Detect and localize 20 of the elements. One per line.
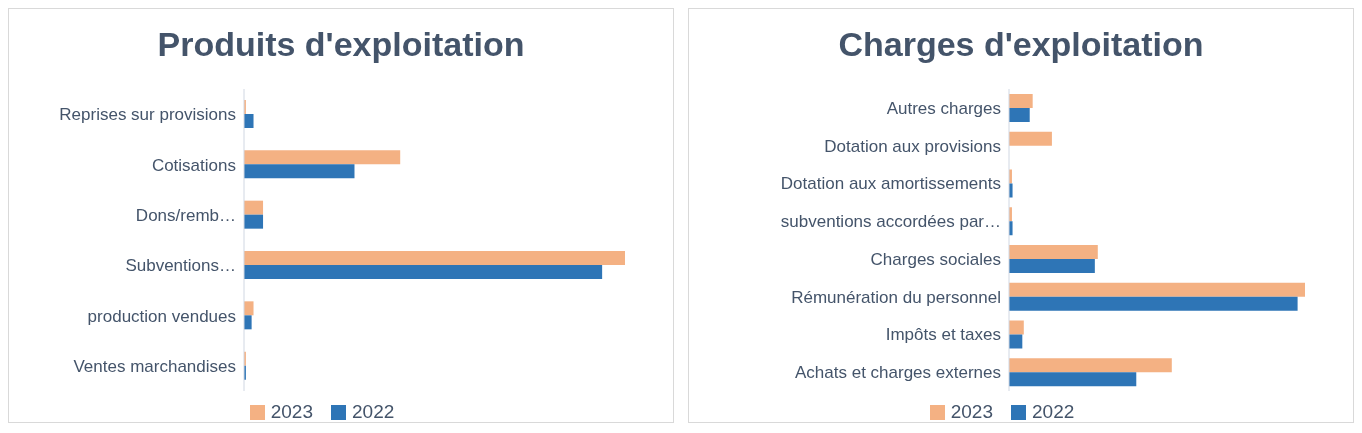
y-tick-label: Achats et charges externes: [794, 363, 1001, 383]
y-tick-label: production vendues: [87, 306, 236, 326]
legend-label: 2023: [269, 401, 313, 423]
y-tick-label: Dotation aux provisions: [824, 136, 1001, 156]
y-tick-label: Impôts et taxes: [885, 325, 1001, 345]
legend-label: 2022: [351, 401, 395, 423]
chart-title: Charges d'exploitation: [837, 24, 1205, 65]
y-tick-label: Autres charges: [886, 98, 1001, 118]
legend-label: 2022: [1031, 401, 1075, 423]
y-tick-label: Reprises sur provisions: [59, 105, 236, 125]
y-tick-label: Rémunération du personnel: [791, 287, 1001, 307]
y-tick-label: Ventes marchandises: [73, 356, 236, 376]
chart-title: Produits d'exploitation: [156, 24, 526, 65]
legend-label: 2023: [949, 401, 993, 423]
y-tick-label: Dotation aux amortissements: [780, 174, 1001, 194]
y-tick-label: Dons/remb…: [135, 205, 236, 225]
y-tick-label: Subventions…: [125, 256, 236, 276]
y-tick-label: subventions accordées par…: [780, 212, 1001, 232]
y-tick-label: Charges sociales: [870, 249, 1001, 269]
y-tick-label: Cotisations: [151, 155, 236, 175]
